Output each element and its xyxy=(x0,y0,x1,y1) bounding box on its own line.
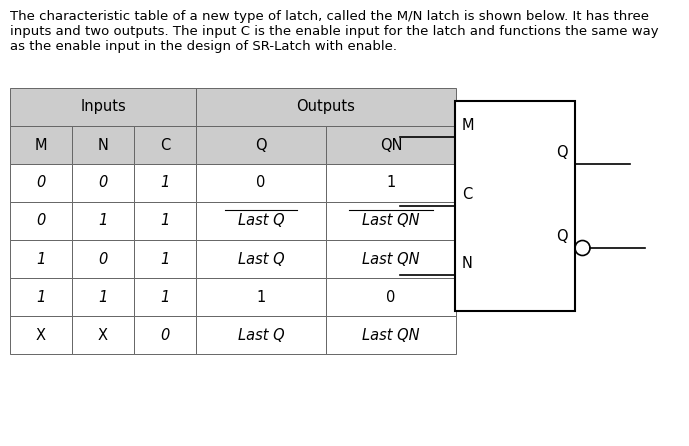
Bar xyxy=(196,316,326,354)
Bar xyxy=(10,202,72,240)
Bar xyxy=(196,164,326,202)
Text: 1: 1 xyxy=(256,289,266,305)
Bar xyxy=(10,240,72,278)
Text: C: C xyxy=(462,187,472,202)
Bar xyxy=(326,126,456,164)
Bar xyxy=(72,126,134,164)
Bar xyxy=(134,316,196,354)
Text: Last QN: Last QN xyxy=(362,252,420,267)
Text: Outputs: Outputs xyxy=(296,99,356,115)
Bar xyxy=(134,240,196,278)
Text: N: N xyxy=(98,137,108,153)
Bar xyxy=(134,164,196,202)
Text: 0: 0 xyxy=(256,175,266,190)
Bar xyxy=(326,278,456,316)
Bar xyxy=(196,202,326,240)
Text: X: X xyxy=(98,327,108,343)
Bar xyxy=(326,202,456,240)
Bar xyxy=(455,101,575,311)
Text: Inputs: Inputs xyxy=(80,99,126,115)
Text: 1: 1 xyxy=(161,214,169,228)
Text: 1: 1 xyxy=(161,289,169,305)
Bar xyxy=(196,88,456,126)
Bar xyxy=(10,278,72,316)
Bar xyxy=(326,240,456,278)
Text: N: N xyxy=(462,256,473,271)
Text: Last Q: Last Q xyxy=(238,214,285,228)
Text: M: M xyxy=(34,137,48,153)
Bar xyxy=(72,202,134,240)
Bar xyxy=(10,316,72,354)
Bar xyxy=(134,126,196,164)
Bar xyxy=(10,126,72,164)
Text: Last Q: Last Q xyxy=(238,327,285,343)
Bar xyxy=(72,240,134,278)
Bar xyxy=(10,88,196,126)
Bar xyxy=(134,278,196,316)
Text: Q: Q xyxy=(557,145,568,160)
Text: QN: QN xyxy=(380,137,402,153)
Bar xyxy=(326,164,456,202)
Text: 0: 0 xyxy=(387,289,395,305)
Text: 1: 1 xyxy=(161,252,169,267)
Text: 0: 0 xyxy=(37,214,45,228)
Text: M: M xyxy=(462,118,475,133)
Text: 1: 1 xyxy=(99,214,107,228)
Text: 0: 0 xyxy=(99,252,107,267)
Bar xyxy=(72,164,134,202)
Text: 0: 0 xyxy=(161,327,169,343)
Bar xyxy=(10,164,72,202)
Text: Q: Q xyxy=(557,229,568,244)
Bar xyxy=(196,240,326,278)
Text: 1: 1 xyxy=(99,289,107,305)
Bar xyxy=(196,126,326,164)
Text: Last Q: Last Q xyxy=(238,252,285,267)
Text: C: C xyxy=(160,137,170,153)
Text: 1: 1 xyxy=(37,289,45,305)
Text: Last QN: Last QN xyxy=(362,214,420,228)
Text: 1: 1 xyxy=(387,175,395,190)
Text: 0: 0 xyxy=(99,175,107,190)
Text: Last QN: Last QN xyxy=(362,327,420,343)
Bar xyxy=(72,278,134,316)
Bar xyxy=(72,316,134,354)
Text: Q: Q xyxy=(255,137,267,153)
Bar xyxy=(134,202,196,240)
Bar xyxy=(326,316,456,354)
Text: The characteristic table of a new type of latch, called the M/N latch is shown b: The characteristic table of a new type o… xyxy=(10,10,659,53)
Bar xyxy=(196,278,326,316)
Text: 0: 0 xyxy=(37,175,45,190)
Text: 1: 1 xyxy=(161,175,169,190)
Text: 1: 1 xyxy=(37,252,45,267)
Text: X: X xyxy=(36,327,46,343)
